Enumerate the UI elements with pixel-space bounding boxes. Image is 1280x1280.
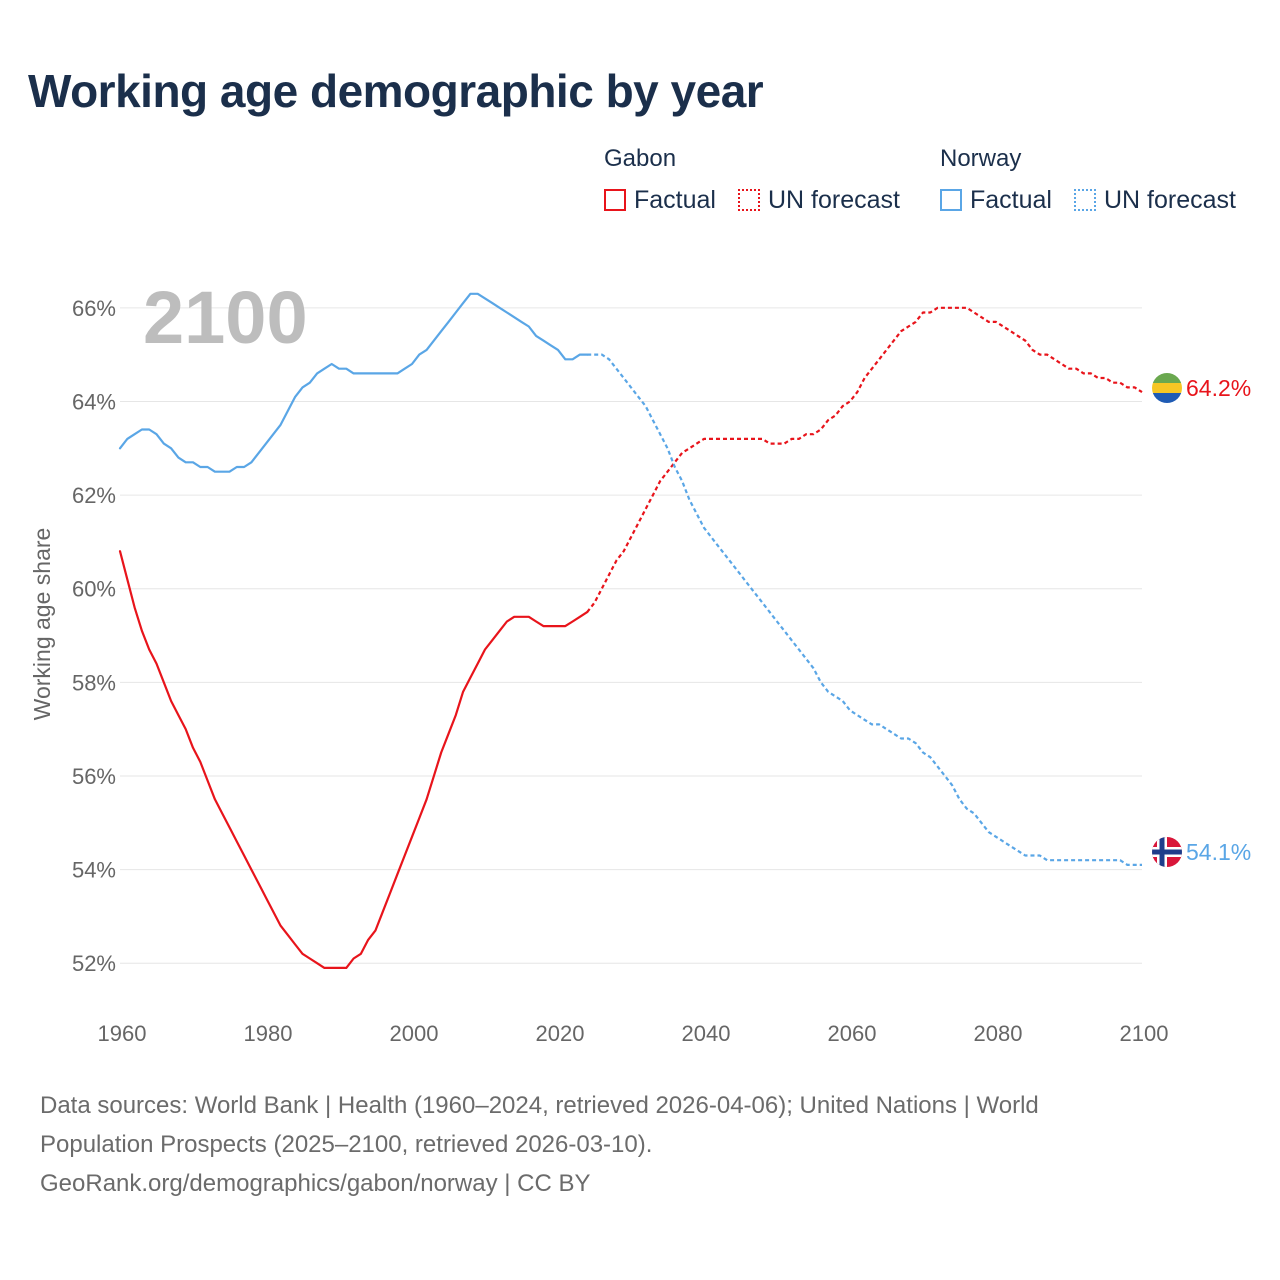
legend-dotted-swatch-icon <box>738 189 760 211</box>
y-tick-label: 58% <box>72 670 116 695</box>
y-tick-label: 60% <box>72 577 116 602</box>
chart-title: Working age demographic by year <box>28 65 764 117</box>
gabon-factual-line[interactable] <box>118 550 589 970</box>
legend-dotted-swatch-icon <box>1074 189 1096 211</box>
x-tick-label: 2100 <box>1120 1021 1169 1046</box>
footer-sources-line2: Population Prospects (2025–2100, retriev… <box>40 1131 653 1158</box>
legend-norway-forecast[interactable]: UN forecast <box>1074 186 1236 214</box>
y-tick-label: 64% <box>72 389 116 414</box>
legend-norway-factual[interactable]: Factual <box>940 186 1052 214</box>
legend-label: UN forecast <box>768 185 900 214</box>
x-tick-label: 2080 <box>974 1021 1023 1046</box>
legend-group-gabon: Gabon <box>604 145 677 172</box>
norway-flag-icon <box>1152 837 1182 867</box>
legend-solid-swatch-icon <box>940 189 962 211</box>
series <box>118 292 1143 970</box>
x-tick-label: 2060 <box>828 1021 877 1046</box>
x-tick-label: 2040 <box>682 1021 731 1046</box>
legend-solid-swatch-icon <box>604 189 626 211</box>
gabon-end-label: 64.2% <box>1186 375 1251 401</box>
gabon-forecast-line[interactable] <box>586 306 1143 613</box>
y-tick-label: 56% <box>72 764 116 789</box>
x-tick-label: 2000 <box>390 1021 439 1046</box>
norway-forecast-line[interactable] <box>587 353 1142 867</box>
legend-group-norway: Norway <box>940 145 1022 172</box>
legend-gabon-factual[interactable]: Factual <box>604 186 716 214</box>
legend-label: Factual <box>970 185 1052 214</box>
y-tick-label: 54% <box>72 858 116 883</box>
x-tick-label: 1980 <box>244 1021 293 1046</box>
grid <box>120 307 1142 964</box>
legend-gabon-forecast[interactable]: UN forecast <box>738 186 900 214</box>
footer: Data sources: World Bank | Health (1960–… <box>40 1086 1240 1203</box>
legend-label: Factual <box>634 185 716 214</box>
y-tick-label: 52% <box>72 951 116 976</box>
current-year-label: 2100 <box>143 276 308 359</box>
y-tick-label: 62% <box>72 483 116 508</box>
x-tick-label: 2020 <box>536 1021 585 1046</box>
y-axis: 52% 54% 56% 58% 60% 62% 64% 66% <box>72 296 116 976</box>
footer-attribution[interactable]: GeoRank.org/demographics/gabon/norway | … <box>40 1170 591 1197</box>
legend-label: UN forecast <box>1104 185 1236 214</box>
y-tick-label: 66% <box>72 296 116 321</box>
x-axis: 1960 1980 2000 2020 2040 2060 2080 2100 <box>98 1021 1169 1046</box>
norway-factual-line[interactable] <box>118 292 589 473</box>
y-axis-title: Working age share <box>29 528 55 721</box>
x-tick-label: 1960 <box>98 1021 147 1046</box>
norway-end-label: 54.1% <box>1186 839 1251 865</box>
footer-sources-line1: Data sources: World Bank | Health (1960–… <box>40 1092 1039 1119</box>
line-chart: 52% 54% 56% 58% 60% 62% 64% 66% 1960 1980 2000 202… <box>29 276 1251 1046</box>
gabon-flag-icon <box>1152 373 1182 403</box>
